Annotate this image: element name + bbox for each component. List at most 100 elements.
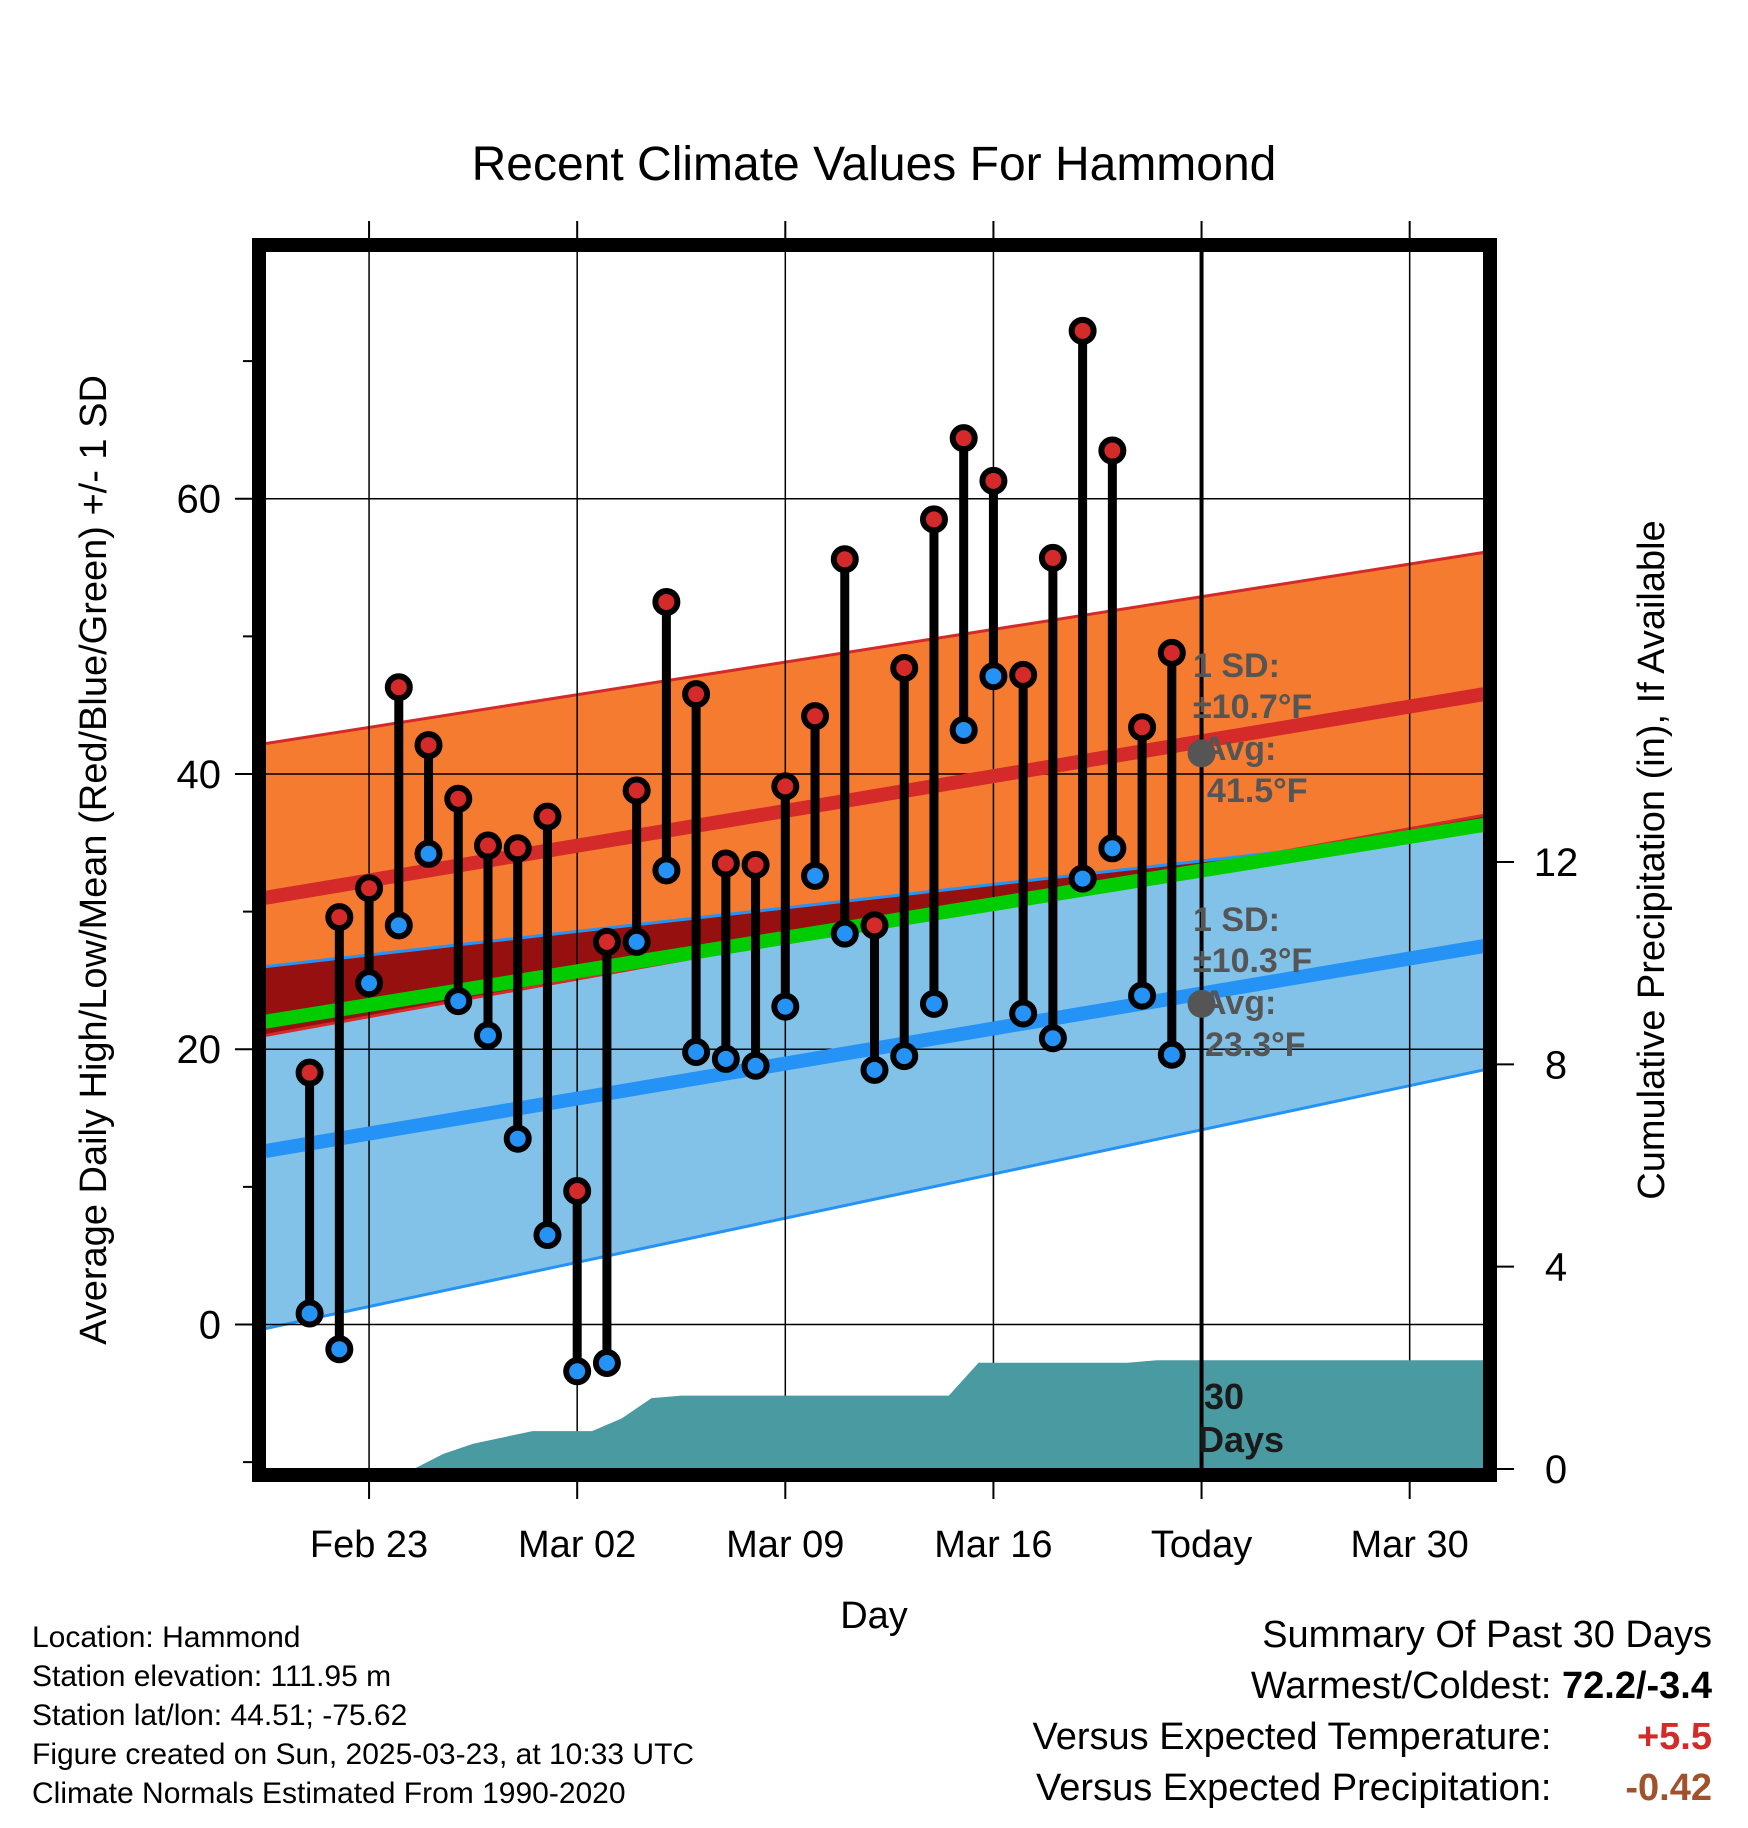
daily-record [919, 505, 948, 1018]
daily-record [1009, 660, 1038, 1028]
daily-high-point [563, 1176, 592, 1205]
x-axis-label: Day [840, 1595, 908, 1637]
daily-high-point [1128, 713, 1157, 742]
normal-high-line [265, 687, 1484, 905]
summary-heading: Summary Of Past 30 Days [1262, 1614, 1712, 1656]
temp-departure-label: Versus Expected Temperature: [1032, 1716, 1552, 1758]
daily-low-point [711, 1044, 740, 1073]
daily-record [414, 731, 443, 868]
daily-high-point [1068, 316, 1097, 345]
daily-record [1128, 713, 1157, 1010]
normals-period: Climate Normals Estimated From 1990-2020 [32, 1777, 626, 1810]
precip-departure-value: -0.42 [1625, 1767, 1712, 1809]
daily-high-point [860, 911, 889, 940]
daily-record [503, 834, 532, 1153]
daily-low-point [1128, 981, 1157, 1010]
low-avg-value: 23.3°F [1205, 1026, 1306, 1064]
period-label-number: 30 [1204, 1376, 1244, 1417]
daily-low-point [503, 1124, 532, 1153]
daily-low-point [444, 987, 473, 1016]
warmest-coldest-value: 72.2/-3.4 [1562, 1665, 1712, 1707]
daily-high-point [444, 784, 473, 813]
daily-record [473, 831, 502, 1050]
warmest-coldest-label: Warmest/Coldest: [1250, 1665, 1552, 1707]
x-tick-label: Mar 09 [726, 1524, 844, 1566]
y-tick-label-right: 0 [1545, 1448, 1567, 1492]
daily-low-point [741, 1051, 770, 1080]
daily-high-point [503, 834, 532, 863]
daily-high-point [622, 776, 651, 805]
daily-high-point [1157, 638, 1186, 667]
daily-high-point [325, 903, 354, 932]
daily-record [622, 776, 651, 956]
station-elevation: Station elevation: 111.95 m [32, 1660, 392, 1693]
y-tick-label-left: 20 [177, 1028, 222, 1072]
y-tick-label-right: 8 [1545, 1043, 1567, 1087]
low-sd-value: ±10.3°F [1193, 942, 1312, 980]
daily-record [682, 680, 711, 1066]
daily-low-point [592, 1349, 621, 1378]
daily-low-point [890, 1042, 919, 1071]
station-info: Location: Hammond Station elevation: 111… [32, 1618, 694, 1813]
daily-high-point [682, 680, 711, 709]
x-tick-label: Mar 16 [934, 1524, 1052, 1566]
summary-warmest-coldest: Warmest/Coldest: 72.2/-3.4 [1033, 1661, 1712, 1712]
daily-high-point [473, 831, 502, 860]
y-axis-right-label: Cumulative Precipitation (in), If Availa… [1631, 520, 1673, 1199]
y-tick-label-left: 60 [177, 478, 222, 522]
y-tick-label-left: 0 [199, 1303, 221, 1347]
daily-low-point [355, 969, 384, 998]
daily-record [1098, 436, 1127, 863]
daily-low-point [1009, 999, 1038, 1028]
y-tick-label-left: 40 [177, 753, 222, 797]
daily-high-point [1038, 543, 1067, 572]
daily-low-point [622, 927, 651, 956]
daily-record [295, 1058, 324, 1328]
daily-high-point [979, 466, 1008, 495]
summary-temperature: Versus Expected Temperature: +5.5 [1033, 1712, 1712, 1763]
daily-high-point [801, 702, 830, 731]
figure-created: Figure created on Sun, 2025-03-23, at 10… [32, 1738, 695, 1771]
high-sd-label: 1 SD: [1193, 647, 1280, 685]
daily-record [860, 911, 889, 1084]
daily-record [355, 874, 384, 998]
daily-low-point [652, 856, 681, 885]
daily-high-point [414, 731, 443, 760]
daily-record [830, 545, 859, 948]
period-label-unit: Days [1198, 1419, 1284, 1460]
daily-high-point [919, 505, 948, 534]
high-sd-value: ±10.7°F [1193, 688, 1312, 726]
daily-high-point [1009, 660, 1038, 689]
low-sd-label: 1 SD: [1193, 901, 1280, 939]
daily-high-low-markers [295, 316, 1186, 1386]
cumulative-precip-area [413, 1360, 1484, 1469]
daily-low-point [830, 919, 859, 948]
today-annotations: 1 SD: ±10.7°F Avg: 41.5°F 1 SD: ±10.3°F … [1193, 647, 1312, 1460]
daily-high-point [384, 673, 413, 702]
low-lower-edge [265, 1068, 1484, 1331]
daily-record [444, 784, 473, 1016]
daily-low-point [979, 662, 1008, 691]
daily-low-point [533, 1221, 562, 1250]
x-tick-label: Feb 23 [310, 1524, 428, 1566]
precip-area [413, 1360, 1484, 1469]
daily-record [711, 849, 740, 1073]
daily-low-point [295, 1299, 324, 1328]
today-line [1187, 251, 1216, 1469]
x-tick-label: Today [1151, 1524, 1252, 1566]
daily-record [1157, 638, 1186, 1069]
daily-low-point [325, 1335, 354, 1364]
y-tick-label-right: 4 [1545, 1246, 1567, 1290]
daily-high-point [949, 424, 978, 453]
daily-low-point [1038, 1024, 1067, 1053]
daily-record [949, 424, 978, 744]
daily-low-point [1098, 834, 1127, 863]
daily-record [325, 903, 354, 1364]
daily-high-point [592, 927, 621, 956]
daily-low-point [563, 1357, 592, 1386]
daily-low-point [473, 1021, 502, 1050]
daily-high-point [741, 850, 770, 879]
daily-high-point [533, 802, 562, 831]
y-axis-left-label: Average Daily High/Low/Mean (Red/Blue/Gr… [73, 375, 115, 1345]
